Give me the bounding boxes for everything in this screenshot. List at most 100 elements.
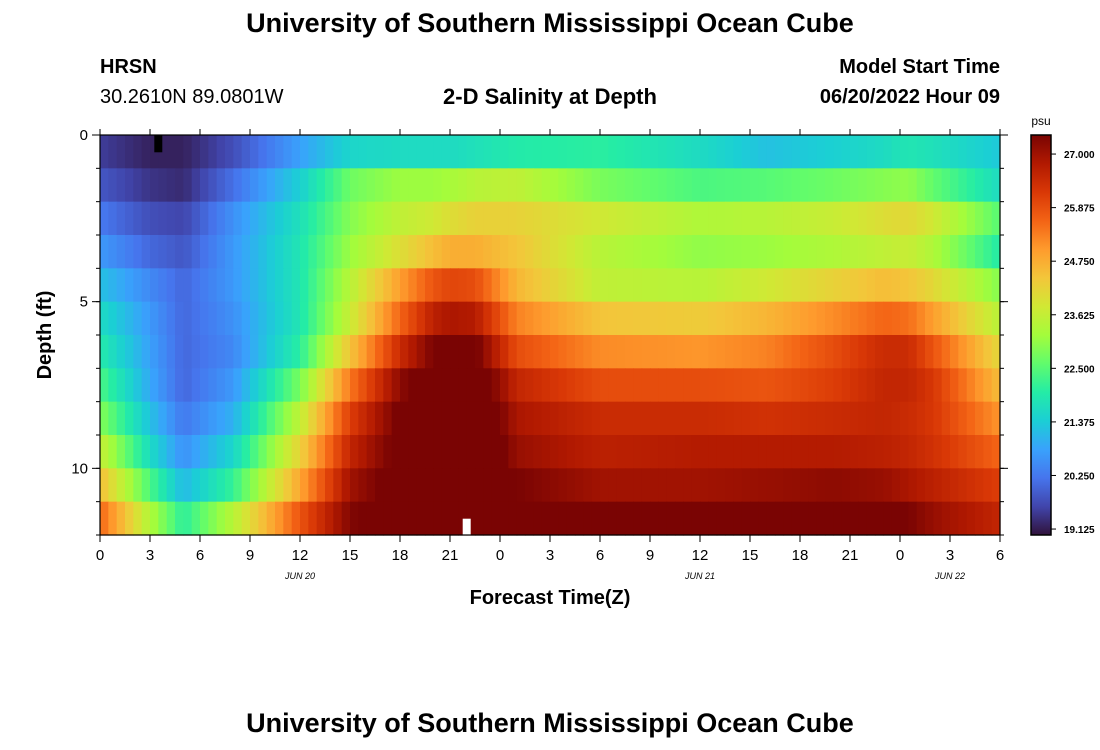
heatmap-cell [958,168,968,203]
heatmap-cell [841,268,851,303]
heatmap-cell [775,135,784,169]
heatmap-cell [141,235,151,269]
heatmap-cell [941,468,951,503]
heatmap-cell [383,435,393,469]
heatmap-cell [975,201,984,236]
heatmap-cell [533,168,543,203]
heatmap-cell [833,335,843,369]
heatmap-cell [416,435,426,469]
heatmap-cell [391,135,401,169]
heatmap-cell [633,401,643,436]
heatmap-cell [616,201,626,236]
heatmap-cell [783,435,793,469]
heatmap-cell [800,435,809,469]
heatmap-cell [875,468,884,503]
heatmap-cell [433,135,443,169]
heatmap-cell [883,335,893,369]
heatmap-cell [841,435,851,469]
heatmap-cell [133,401,143,436]
heatmap-cell [266,301,276,336]
x-tick-label: 3 [146,547,154,564]
heatmap-cell [591,135,601,169]
heatmap-cell [333,135,343,169]
heatmap-cell [166,368,176,403]
heatmap-cell [283,201,293,236]
colorbar-tick-label: 19.125 [1064,525,1095,536]
heatmap-cell [916,268,926,303]
heatmap-cell [275,468,284,503]
heatmap-cell [633,501,643,536]
heatmap-cell [591,301,601,336]
heatmap-cell [491,235,501,269]
heatmap-cell [975,168,984,203]
heatmap-cell [633,335,643,369]
heatmap-cell [475,501,484,536]
heatmap-cell [616,501,626,536]
heatmap-cell [850,368,859,403]
heatmap-cell [366,268,376,303]
heatmap-cell [950,401,959,436]
heatmap-cell [625,468,634,503]
colorbar-tick-label: 20.250 [1064,471,1095,482]
heatmap-cell [358,335,368,369]
heatmap-cell [183,301,193,336]
heatmap-cell [808,135,818,169]
heatmap-cell [475,401,484,436]
heatmap-cell [316,168,326,203]
heatmap-cell [425,235,434,269]
heatmap-cell [616,135,626,169]
x-date-label: JUN 22 [934,571,965,581]
heatmap-cell [541,468,551,503]
heatmap-cell [150,201,159,236]
heatmap-cell [258,201,268,236]
x-date-label: JUN 20 [284,571,315,581]
heatmap-cell [125,135,134,169]
heatmap-cell [750,201,759,236]
heatmap-cell [850,168,859,203]
heatmap-cell [208,268,218,303]
heatmap-cell [816,201,826,236]
heatmap-cell [283,435,293,469]
heatmap-cell [625,135,634,169]
heatmap-cell [325,235,334,269]
heatmap-cell [300,201,309,236]
heatmap-cell [466,235,476,269]
heatmap-cell [325,401,334,436]
heatmap-cell [358,201,368,236]
heatmap-cell [300,301,309,336]
heatmap-cell [841,235,851,269]
heatmap-cell [783,268,793,303]
heatmap-cell [241,401,251,436]
heatmap-cell [258,135,268,169]
heatmap-cell [216,401,226,436]
heatmap-cell [841,368,851,403]
heatmap-cell [241,301,251,336]
heatmap-cell [458,335,468,369]
heatmap-cell [158,335,168,369]
heatmap-cell [375,401,384,436]
heatmap-cell [675,235,684,269]
colorbar-unit: psu [1031,114,1050,128]
heatmap-cell [358,301,368,336]
heatmap-cell [825,168,834,203]
heatmap-cell [933,468,943,503]
heatmap-cell [850,468,859,503]
heatmap-cell [133,435,143,469]
heatmap-cell [241,268,251,303]
heatmap-cell [966,468,976,503]
heatmap-cell [983,168,993,203]
heatmap-cell [325,335,334,369]
heatmap-cell [825,401,834,436]
heatmap-cell [741,501,751,536]
heatmap-cell [350,468,359,503]
heatmap-cell [725,235,734,269]
heatmap-cell [250,168,259,203]
heatmap-cell [158,368,168,403]
heatmap-cell [633,168,643,203]
heatmap-cell [991,401,1001,436]
heatmap-cell [933,168,943,203]
heatmap-cell [508,235,518,269]
heatmap-cell [483,368,493,403]
heatmap-cell [541,301,551,336]
heatmap-cell [866,435,876,469]
